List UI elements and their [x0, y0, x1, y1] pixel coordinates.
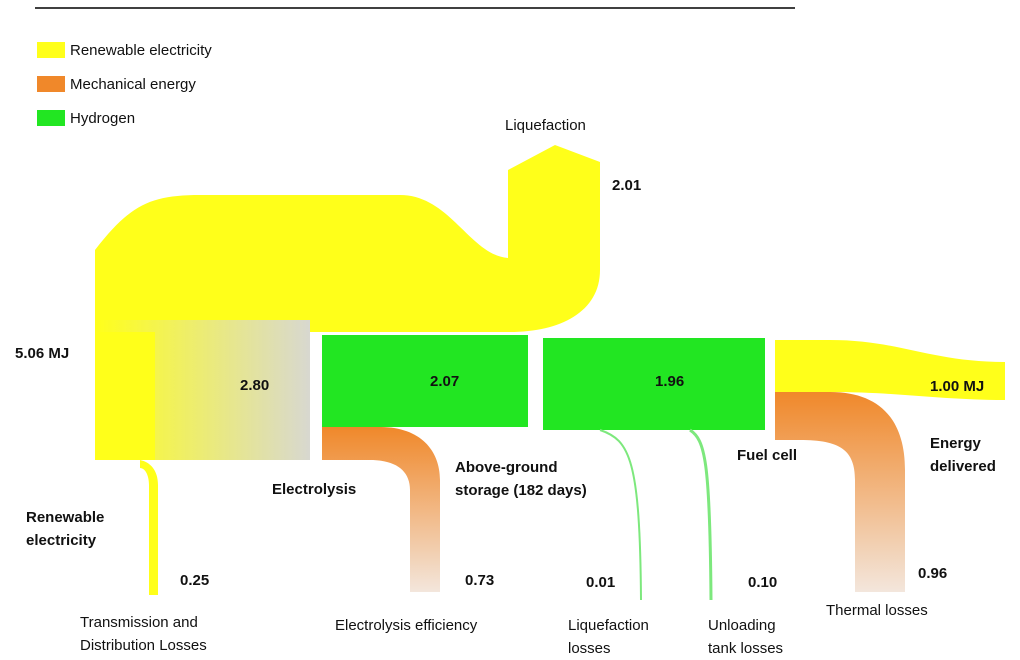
node-label: electricity — [26, 532, 97, 549]
input-column — [95, 332, 155, 460]
storage-flow — [322, 335, 528, 427]
node-label: 5.06 MJ — [15, 345, 69, 362]
transmission-loss-flow — [140, 460, 158, 595]
legend-label: Renewable electricity — [70, 42, 212, 59]
loss-label: Thermal losses — [826, 602, 928, 619]
node-label: 1.00 MJ — [930, 378, 984, 395]
legend-label: Mechanical energy — [70, 76, 196, 93]
fuel-cell-flow — [543, 338, 765, 430]
loss-value: 0.01 — [586, 574, 615, 591]
delivered-flow — [775, 340, 1005, 400]
liquefaction-loss-flow — [599, 429, 642, 601]
loss-label: Distribution Losses — [80, 637, 207, 654]
node-label: Fuel cell — [737, 447, 797, 464]
node-label: Above-ground — [455, 459, 558, 476]
node-label: Energy — [930, 435, 982, 452]
flow-value: 2.01 — [612, 177, 641, 194]
legend-swatch — [37, 76, 65, 92]
node-label: delivered — [930, 458, 996, 475]
unloading-loss-flow — [689, 428, 713, 601]
loss-value: 0.25 — [180, 572, 209, 589]
node-label: Renewable — [26, 509, 104, 526]
node-label: Electrolysis — [272, 481, 356, 498]
flow-value: 2.80 — [240, 377, 269, 394]
loss-label: Liquefaction — [568, 617, 649, 634]
flow-value: 1.96 — [655, 373, 684, 390]
node-label: storage (182 days) — [455, 482, 587, 499]
liquefaction-flow — [95, 145, 600, 332]
loss-label: Electrolysis efficiency — [335, 617, 478, 634]
loss-value: 0.73 — [465, 572, 494, 589]
loss-label: Transmission and — [80, 614, 198, 631]
electrolysis-loss-flow — [322, 427, 440, 592]
loss-label: losses — [568, 640, 611, 655]
loss-value: 0.10 — [748, 574, 777, 591]
flow-value: 2.07 — [430, 373, 459, 390]
legend-label: Hydrogen — [70, 110, 135, 127]
loss-label: tank losses — [708, 640, 783, 655]
legend-swatch — [37, 110, 65, 126]
legend-swatch — [37, 42, 65, 58]
labels: Renewable electricity Mechanical energy Hy… — [15, 42, 996, 657]
loss-label: Unloading — [708, 617, 776, 634]
node-label: Liquefaction — [505, 117, 586, 134]
loss-value: 0.96 — [918, 565, 947, 582]
thermal-loss-flow — [775, 392, 905, 592]
